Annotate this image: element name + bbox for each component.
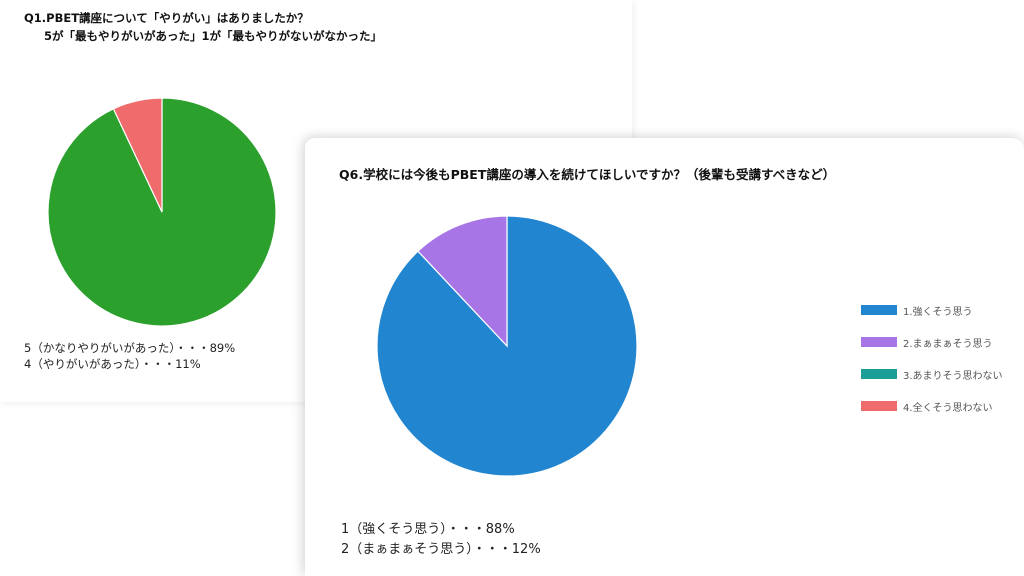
legend-label-2: 2.まぁまぁそう思う [903,338,993,350]
legend-swatch-4 [861,401,897,411]
q1-summary-line-2: 4（やりがいがあった）・・・11% [24,357,201,371]
legend-label-4: 4.全くそう思わない [903,402,993,414]
legend-swatch-2 [861,337,897,347]
legend-swatch-1 [861,305,897,315]
legend-swatch-3 [861,369,897,379]
q6-chart-card: Q6.学校には今後もPBET講座の導入を続けてほしいですか？（後輩も受講すべきな… [305,138,1024,576]
legend-item-1: 1.強くそう思う [861,294,1003,326]
legend-item-2: 2.まぁまぁそう思う [861,326,1003,358]
q1-slice-2 [112,97,163,213]
legend-label-3: 3.あまりそう思わない [903,370,1003,382]
legend-label-1: 1.強くそう思う [903,306,973,318]
q6-summary: 1（強くそう思う）・・・88% 2（まぁまぁそう思う）・・・12% [341,520,541,560]
q6-legend: 1.強くそう思う 2.まぁまぁそう思う 3.あまりそう思わない 4.全くそう思わ… [861,294,1003,422]
q6-title: Q6.学校には今後もPBET講座の導入を続けてほしいですか？（後輩も受講すべきな… [339,167,836,182]
q1-title-line2: 5が「最もやりがいがあった」1が「最もやりがないがなかった」 [44,29,382,43]
q6-summary-line-2: 2（まぁまぁそう思う）・・・12% [341,542,541,557]
q1-summary-line-1: 5（かなりやりがいがあった）・・・89% [24,341,236,355]
q6-pie-chart [376,215,638,477]
q1-pie-chart [47,97,277,327]
q6-summary-line-1: 1（強くそう思う）・・・88% [341,522,515,537]
q1-summary: 5（かなりやりがいがあった）・・・89% 4（やりがいがあった）・・・11% [24,340,235,372]
legend-item-3: 3.あまりそう思わない [861,358,1003,390]
q1-title-line1: Q1.PBET講座について「やりがい」はありましたか？ [24,11,309,25]
q6-slice-2 [417,215,508,348]
legend-item-4: 4.全くそう思わない [861,390,1003,422]
